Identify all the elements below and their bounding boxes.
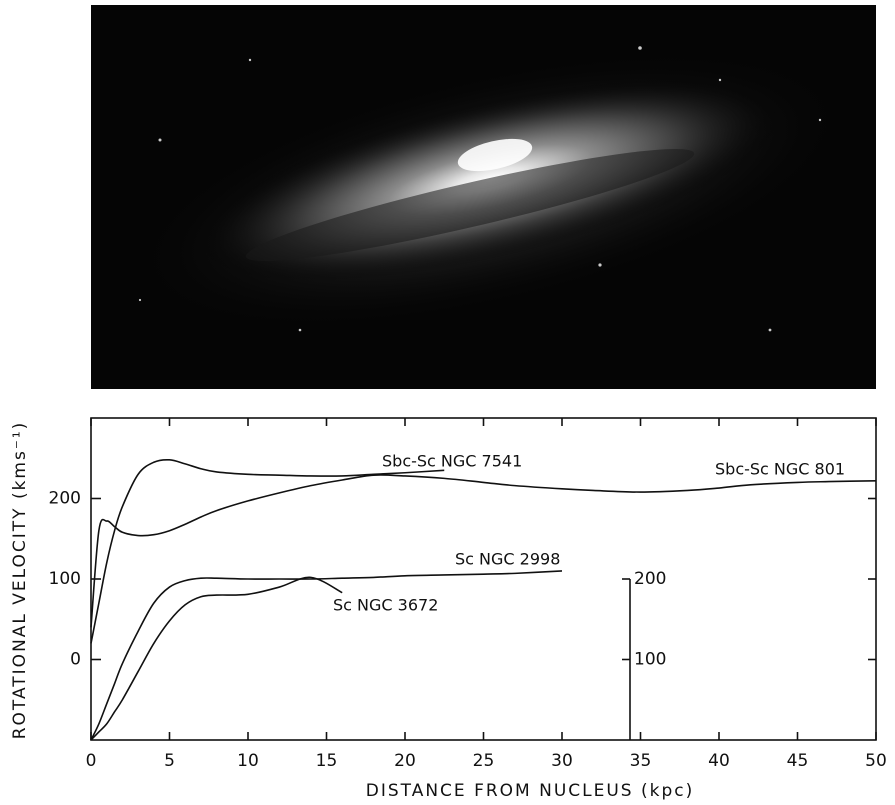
curve-label: Sbc-Sc NGC 7541 bbox=[382, 452, 522, 471]
y-tick-label: 200 bbox=[49, 489, 81, 509]
curve-label: Sc NGC 3672 bbox=[333, 596, 438, 615]
y2-tick-label: 100 bbox=[634, 650, 666, 670]
x-tick-label: 30 bbox=[551, 751, 573, 771]
galaxy-photo bbox=[91, 5, 876, 389]
y2-tick-label: 200 bbox=[634, 569, 666, 589]
x-tick-label: 20 bbox=[394, 751, 416, 771]
x-tick-label: 10 bbox=[237, 751, 259, 771]
y-axis-label: ROTATIONAL VELOCITY (kms⁻¹) bbox=[10, 421, 30, 740]
curve-label: Sbc-Sc NGC 801 bbox=[715, 460, 845, 479]
x-tick-label: 5 bbox=[164, 751, 175, 771]
rotation-curve bbox=[90, 570, 563, 741]
x-tick-label: 40 bbox=[708, 751, 730, 771]
x-axis-label: DISTANCE FROM NUCLEUS (kpc) bbox=[366, 781, 695, 801]
y-tick-label: 0 bbox=[70, 650, 81, 670]
rotation-curve bbox=[90, 474, 877, 628]
curve-label: Sc NGC 2998 bbox=[455, 550, 560, 569]
x-tick-label: 15 bbox=[316, 751, 338, 771]
rotation-curve bbox=[90, 458, 445, 644]
x-tick-label: 45 bbox=[787, 751, 809, 771]
x-tick-label: 0 bbox=[86, 751, 97, 771]
y-tick-label: 100 bbox=[49, 569, 81, 589]
x-tick-label: 35 bbox=[630, 751, 652, 771]
rotation-curve bbox=[90, 576, 343, 741]
x-tick-label: 25 bbox=[473, 751, 495, 771]
x-tick-label: 50 bbox=[865, 751, 887, 771]
